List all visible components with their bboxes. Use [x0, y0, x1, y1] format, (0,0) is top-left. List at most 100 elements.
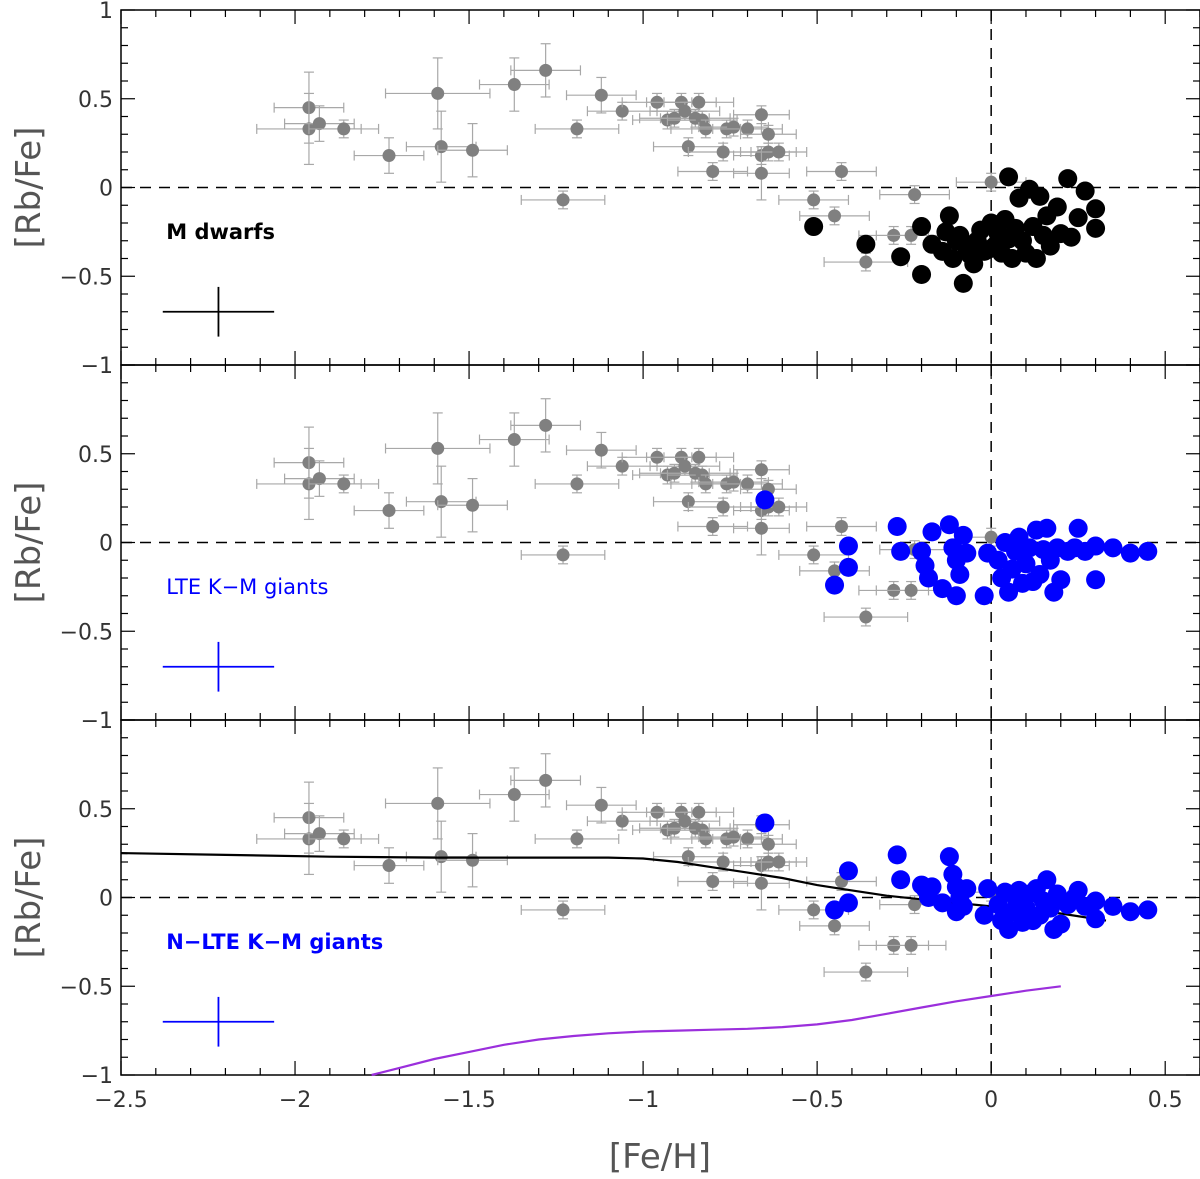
literature-series	[256, 753, 1027, 982]
nlte-giants-series	[755, 813, 1158, 939]
literature-point	[828, 564, 842, 578]
m-dwarfs-point	[856, 234, 876, 254]
m-dwarfs-point	[943, 249, 963, 268]
x-axis-label: [Fe/H]	[609, 1137, 711, 1177]
x-tick-label: 0	[984, 1088, 998, 1113]
literature-point	[716, 855, 730, 869]
lte-giants-point	[838, 557, 858, 577]
nlte-giants-point	[1086, 909, 1106, 929]
m-dwarfs-point	[1058, 169, 1078, 189]
y-tick-label: −1	[81, 1064, 113, 1089]
m-dwarfs-point	[953, 273, 973, 293]
lte-giants-point	[912, 541, 932, 561]
literature-point	[434, 140, 448, 154]
literature-point	[466, 143, 480, 157]
literature-point	[908, 188, 922, 202]
lte-giants-point	[988, 550, 1008, 570]
x-tick-label: −2	[279, 1088, 311, 1113]
literature-point	[570, 832, 584, 846]
literature-point	[382, 149, 396, 163]
m-dwarfs-point	[891, 247, 911, 267]
lte-giants-point	[1086, 570, 1106, 590]
lte-giants-point	[999, 582, 1019, 602]
literature-point	[337, 832, 351, 846]
x-tick-label: −1.5	[442, 1088, 495, 1113]
literature-point	[754, 166, 768, 180]
lte-giants-point	[825, 575, 845, 595]
y-tick-label: 0	[99, 177, 113, 202]
panel-m-dwarfs: −1 −0.5 0 0.5 1 [Rb/Fe] M dwarfs	[9, 0, 1200, 379]
literature-point	[382, 504, 396, 518]
literature-point	[681, 140, 695, 154]
m-dwarfs-point	[1086, 199, 1106, 219]
literature-point	[807, 548, 821, 562]
literature-point	[615, 459, 629, 473]
literature-point	[337, 122, 351, 136]
literature-point	[539, 773, 553, 787]
literature-point	[984, 175, 998, 189]
literature-point	[615, 104, 629, 118]
literature-point	[716, 500, 730, 514]
literature-point	[727, 475, 741, 489]
literature-point	[741, 832, 755, 846]
lte-giants-point	[1086, 536, 1106, 556]
literature-point	[594, 443, 608, 457]
x-tick-label: −0.5	[790, 1088, 843, 1113]
literature-series	[256, 43, 1027, 272]
m-dwarfs-series	[804, 167, 1106, 293]
lte-giants-point	[755, 490, 775, 510]
lte-giants-point	[953, 525, 973, 545]
nlte-giants-point	[978, 879, 998, 899]
literature-point	[539, 418, 553, 432]
panel-nlte-giants: −1 −0.5 0 0.5 [Rb/Fe] N−LTE K−M giants	[9, 719, 1200, 1089]
literature-point	[678, 459, 692, 473]
y-tick-label: −1	[81, 354, 113, 379]
gce-model-line	[120, 852, 1107, 922]
literature-point	[556, 193, 570, 207]
literature-point	[706, 520, 720, 534]
panel-label: LTE K−M giants	[166, 575, 328, 599]
m-dwarfs-point	[999, 167, 1019, 187]
x-tick-label: −2.5	[94, 1088, 147, 1113]
m-dwarfs-point	[1030, 186, 1050, 206]
literature-point	[539, 63, 553, 77]
literature-point	[337, 477, 351, 491]
literature-point	[772, 500, 786, 514]
lte-giants-point	[974, 586, 994, 606]
second-model-line	[371, 985, 1061, 1077]
literature-point	[754, 876, 768, 890]
m-dwarfs-point	[912, 217, 932, 237]
literature-point	[834, 520, 848, 534]
lte-giants-point	[957, 543, 977, 563]
literature-point	[312, 472, 326, 486]
nlte-giants-point	[932, 893, 952, 913]
lte-giants-point	[1030, 564, 1050, 584]
lte-giants-point	[950, 564, 970, 584]
literature-point	[984, 530, 998, 544]
literature-point	[741, 477, 755, 491]
x-tick-label: 0.5	[1148, 1088, 1183, 1113]
lte-giants-point	[891, 541, 911, 561]
literature-point	[706, 165, 720, 179]
lte-giants-point	[946, 586, 966, 606]
literature-point	[678, 104, 692, 118]
literature-point	[908, 898, 922, 912]
lte-giants-point	[1068, 518, 1088, 538]
literature-point	[727, 120, 741, 134]
literature-point	[431, 86, 445, 100]
nlte-giants-point	[1120, 902, 1140, 922]
nlte-giants-point	[1103, 896, 1123, 916]
literature-point	[681, 495, 695, 509]
m-dwarfs-point	[1075, 181, 1095, 201]
literature-point	[904, 583, 918, 597]
m-dwarfs-point	[804, 217, 824, 237]
literature-point	[692, 805, 706, 819]
lte-giants-point	[919, 568, 939, 588]
y-axis-label: [Rb/Fe]	[9, 127, 49, 249]
literature-point	[507, 78, 521, 92]
literature-point	[859, 965, 873, 979]
literature-point	[434, 495, 448, 509]
literature-point	[556, 548, 570, 562]
literature-point	[754, 521, 768, 535]
m-dwarfs-point	[964, 254, 984, 274]
